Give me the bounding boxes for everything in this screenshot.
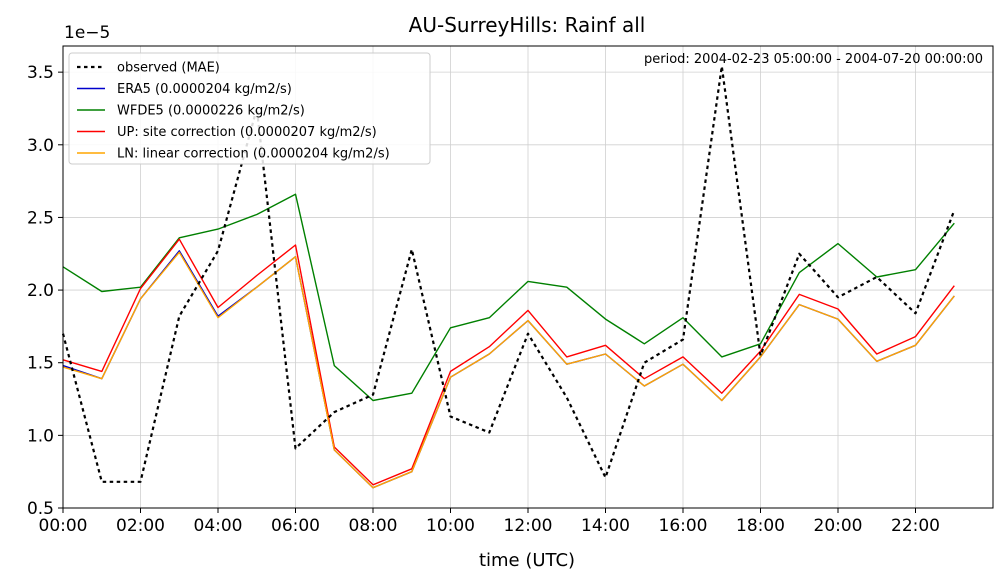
legend-label: observed (MAE) bbox=[117, 61, 220, 76]
y-tick-label: 1.0 bbox=[27, 426, 54, 446]
x-tick-label: 18:00 bbox=[736, 516, 785, 536]
x-tick-label: 04:00 bbox=[194, 516, 243, 536]
x-tick-label: 20:00 bbox=[814, 516, 863, 536]
y-tick-label: 3.0 bbox=[27, 136, 54, 156]
period-annotation: period: 2004-02-23 05:00:00 - 2004-07-20… bbox=[644, 52, 983, 67]
x-tick-label: 00:00 bbox=[39, 516, 88, 536]
x-tick-label: 22:00 bbox=[891, 516, 940, 536]
axis-ticks: 00:00 02:00 04:00 06:00 08:00 10:00 12:00 14:00… bbox=[27, 63, 940, 536]
y-tick-label: 0.5 bbox=[27, 499, 54, 519]
legend-label: UP: site correction (0.0000207 kg/m2/s) bbox=[117, 125, 377, 140]
series-line-era5 bbox=[62, 250, 955, 489]
legend-label: LN: linear correction (0.0000204 kg/m2/s… bbox=[117, 147, 390, 162]
series-lines bbox=[61, 65, 956, 489]
y-tick-label: 3.5 bbox=[27, 63, 54, 83]
x-tick-label: 10:00 bbox=[426, 516, 475, 536]
series-line-wfde5 bbox=[62, 193, 955, 402]
x-tick-label: 08:00 bbox=[349, 516, 398, 536]
chart-title: AU-SurreyHills: Rainf all bbox=[409, 13, 646, 37]
x-axis-label: time (UTC) bbox=[479, 550, 575, 571]
legend-label: WFDE5 (0.0000226 kg/m2/s) bbox=[117, 104, 305, 119]
y-tick-label: 2.5 bbox=[27, 208, 54, 228]
legend-box bbox=[68, 52, 431, 165]
series-line-observed bbox=[61, 65, 956, 483]
y-tick-label: 2.0 bbox=[27, 281, 54, 301]
x-tick-label: 16:00 bbox=[659, 516, 708, 536]
y-tick-label: 1.5 bbox=[27, 354, 54, 374]
x-tick-label: 06:00 bbox=[271, 516, 320, 536]
x-tick-label: 12:00 bbox=[504, 516, 553, 536]
legend: observed (MAE) ERA5 (0.0000204 kg/m2/s) WF… bbox=[68, 52, 431, 165]
legend-label: ERA5 (0.0000204 kg/m2/s) bbox=[117, 82, 292, 97]
x-tick-label: 02:00 bbox=[116, 516, 165, 536]
x-tick-label: 14:00 bbox=[581, 516, 630, 536]
series-line-ln-linear-correction bbox=[62, 251, 955, 489]
series-line-up-site-correction bbox=[62, 238, 955, 486]
y-axis-multiplier: 1e−5 bbox=[64, 23, 110, 43]
